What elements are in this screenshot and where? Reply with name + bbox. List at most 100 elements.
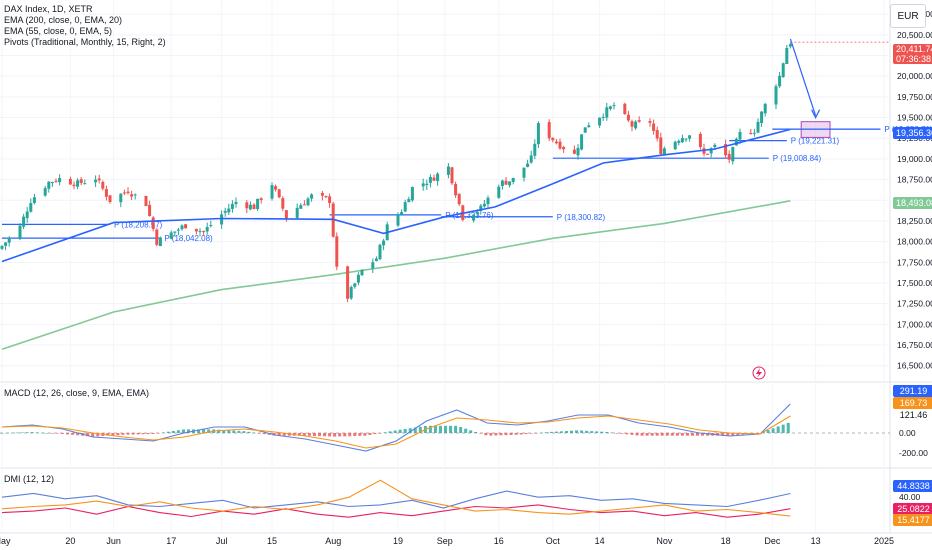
macd-histogram-bar: [474, 431, 478, 433]
dmi-legend[interactable]: DMI (12, 12): [4, 474, 55, 484]
candle-body: [450, 167, 454, 184]
macd-histogram-bar: [247, 431, 251, 433]
candle-body: [270, 185, 274, 199]
macd-histogram-bar: [625, 433, 629, 435]
macd-histogram-bar: [675, 433, 679, 436]
macd-histogram-bar: [222, 429, 226, 433]
pivots-legend[interactable]: Pivots (Traditional, Monthly, 15, Right,…: [4, 37, 166, 47]
candle-body: [4, 242, 8, 246]
macd-histogram-bar: [373, 433, 377, 435]
macd-histogram-bar: [605, 432, 609, 433]
candle-body: [421, 183, 425, 187]
candle-body: [104, 189, 108, 197]
macd-legend[interactable]: MACD (12, 26, close, 9, EMA, EMA): [4, 388, 150, 398]
candle-body: [756, 121, 760, 133]
macd-histogram-bar: [307, 433, 311, 436]
candle-body: [684, 138, 688, 140]
macd-histogram-bar: [171, 430, 175, 433]
price-tick-label: 17,000.00: [897, 319, 932, 329]
candle-body: [320, 192, 324, 196]
candle-body: [79, 179, 83, 184]
macd-histogram-bar: [514, 433, 518, 435]
candle-body: [562, 147, 566, 150]
macd-histogram-bar: [232, 430, 236, 433]
candle-body: [662, 148, 666, 155]
candle-body: [108, 195, 112, 203]
macd-histogram-bar: [76, 433, 80, 436]
price-tick-label: 18,750.00: [897, 175, 932, 185]
macd-histogram-bar: [60, 433, 64, 434]
macd-histogram-bar: [580, 430, 584, 433]
candle-body: [306, 198, 310, 206]
ema200-legend[interactable]: EMA (200, close, 0, EMA, 20): [4, 15, 123, 25]
macd-histogram-bar: [10, 432, 14, 434]
candle-body: [734, 138, 738, 146]
macd-histogram-bar: [433, 425, 437, 433]
candle-body: [374, 258, 378, 261]
macd-histogram-bar: [111, 433, 115, 436]
macd-histogram-bar: [600, 431, 604, 433]
macd-histogram-bar: [479, 433, 483, 434]
macd-histogram-bar: [136, 433, 140, 435]
candle-body: [126, 191, 130, 194]
macd-tick-label: 0.00: [899, 428, 916, 438]
candle-body: [148, 204, 152, 216]
macd-histogram-bar: [312, 433, 316, 436]
dmi-series-line: [1, 504, 791, 518]
candle-body: [479, 205, 483, 212]
candle-body: [634, 121, 638, 129]
candle-body: [382, 240, 386, 246]
candle-body: [400, 212, 404, 215]
ema200-line: [1, 200, 791, 350]
macd-histogram-bar: [564, 430, 568, 433]
candle-body: [360, 269, 364, 276]
macd-histogram-bar: [15, 432, 19, 434]
macd-histogram-bar: [650, 433, 654, 436]
candle-body: [554, 141, 558, 144]
macd-histogram-bar: [736, 433, 740, 435]
projection-arrow-line: [789, 38, 817, 116]
candle-body: [760, 111, 764, 124]
candle-body: [184, 224, 188, 229]
candle-body: [508, 181, 512, 186]
macd-histogram-bar: [71, 433, 75, 435]
candle-body: [436, 173, 440, 182]
time-tick-label: 18: [721, 536, 731, 546]
ema55-line: [1, 128, 791, 263]
macd-histogram-bar: [660, 433, 664, 436]
candle-body: [349, 287, 353, 299]
dmi-series-line: [1, 479, 791, 517]
candle-body: [612, 105, 616, 107]
macd-histogram-bar: [408, 428, 412, 433]
currency-button[interactable]: EUR: [890, 4, 926, 28]
macd-histogram-bar: [383, 432, 387, 433]
candle-body: [324, 196, 328, 198]
last-price-tag: 20,411.74 07:36:38: [893, 44, 932, 64]
candle-body: [529, 155, 533, 163]
flash-icon[interactable]: [752, 366, 766, 380]
candle-body: [781, 63, 785, 78]
candle-body: [396, 214, 400, 226]
candle-body: [446, 166, 450, 175]
candle-body: [169, 232, 173, 239]
macd-histogram-bar: [257, 433, 261, 434]
candle-body: [194, 228, 198, 232]
symbol-title[interactable]: DAX Index, 1D, XETR: [4, 4, 93, 14]
candle-body: [259, 198, 263, 200]
candle-body: [655, 130, 659, 139]
candle-body: [637, 120, 641, 122]
histogram-tag: 121.46: [893, 409, 932, 421]
time-tick-label: Dec: [764, 536, 781, 546]
macd-histogram-bar: [35, 432, 39, 433]
candle-body: [558, 141, 562, 149]
ema55-legend[interactable]: EMA (55, close, 0, EMA, 5): [4, 26, 113, 36]
macd-histogram-bar: [197, 429, 201, 433]
projection-annotation[interactable]: [772, 38, 890, 138]
candle-body: [407, 199, 411, 203]
candle-body: [778, 75, 782, 87]
candle-body: [688, 135, 692, 139]
candle-body: [32, 197, 36, 203]
candle-body: [428, 176, 432, 183]
macd-histogram-bar: [141, 433, 145, 435]
